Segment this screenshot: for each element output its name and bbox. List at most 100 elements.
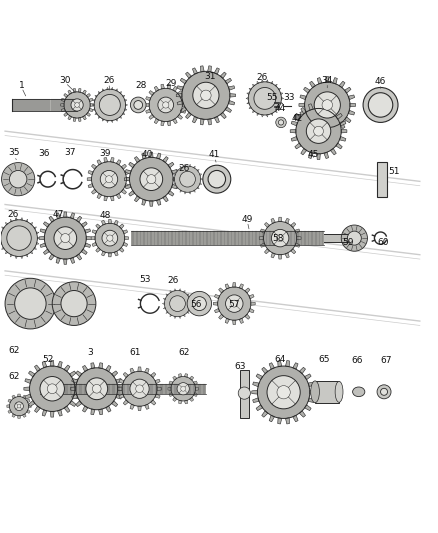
Polygon shape bbox=[173, 376, 177, 381]
Ellipse shape bbox=[272, 229, 289, 247]
Polygon shape bbox=[295, 114, 301, 119]
Polygon shape bbox=[245, 288, 250, 293]
Polygon shape bbox=[173, 174, 176, 175]
Polygon shape bbox=[174, 316, 176, 319]
Polygon shape bbox=[119, 224, 124, 229]
Polygon shape bbox=[72, 394, 78, 399]
Ellipse shape bbox=[231, 300, 238, 307]
Polygon shape bbox=[60, 103, 64, 106]
Ellipse shape bbox=[122, 372, 157, 406]
Polygon shape bbox=[123, 230, 127, 234]
Text: 45: 45 bbox=[307, 150, 319, 159]
Polygon shape bbox=[76, 254, 82, 260]
Polygon shape bbox=[163, 298, 166, 300]
Ellipse shape bbox=[106, 176, 113, 183]
Polygon shape bbox=[262, 411, 268, 417]
Polygon shape bbox=[26, 410, 30, 413]
Text: 63: 63 bbox=[234, 362, 246, 372]
Polygon shape bbox=[295, 229, 300, 233]
Polygon shape bbox=[172, 184, 177, 189]
Polygon shape bbox=[251, 302, 255, 305]
Polygon shape bbox=[228, 100, 235, 105]
Polygon shape bbox=[75, 387, 81, 391]
Ellipse shape bbox=[76, 368, 118, 410]
Polygon shape bbox=[11, 219, 12, 222]
Ellipse shape bbox=[267, 376, 300, 409]
Polygon shape bbox=[86, 112, 91, 116]
Polygon shape bbox=[179, 316, 181, 319]
Polygon shape bbox=[61, 98, 65, 102]
Polygon shape bbox=[91, 409, 95, 415]
Polygon shape bbox=[37, 237, 40, 239]
Polygon shape bbox=[28, 371, 35, 377]
Polygon shape bbox=[125, 184, 131, 189]
Ellipse shape bbox=[264, 222, 297, 255]
Text: 31: 31 bbox=[205, 72, 216, 81]
Text: 44: 44 bbox=[275, 104, 286, 113]
Polygon shape bbox=[129, 191, 135, 196]
Polygon shape bbox=[106, 406, 111, 412]
Polygon shape bbox=[157, 387, 161, 391]
Polygon shape bbox=[308, 152, 313, 158]
Text: 61: 61 bbox=[129, 348, 141, 357]
Polygon shape bbox=[11, 254, 12, 257]
Polygon shape bbox=[239, 318, 244, 324]
Text: 64: 64 bbox=[275, 356, 286, 365]
Polygon shape bbox=[180, 166, 182, 168]
Polygon shape bbox=[168, 191, 174, 196]
Polygon shape bbox=[271, 113, 273, 116]
Polygon shape bbox=[295, 243, 300, 247]
Polygon shape bbox=[104, 157, 108, 163]
Polygon shape bbox=[186, 72, 191, 78]
Polygon shape bbox=[180, 78, 187, 84]
Polygon shape bbox=[0, 232, 2, 234]
Polygon shape bbox=[130, 404, 134, 409]
Polygon shape bbox=[42, 361, 47, 368]
Polygon shape bbox=[125, 100, 127, 101]
Polygon shape bbox=[253, 382, 259, 386]
Polygon shape bbox=[92, 243, 97, 246]
Ellipse shape bbox=[353, 387, 365, 397]
Circle shape bbox=[276, 117, 286, 128]
Polygon shape bbox=[118, 387, 123, 391]
Circle shape bbox=[174, 166, 201, 192]
Polygon shape bbox=[187, 311, 189, 313]
Polygon shape bbox=[261, 115, 263, 117]
Polygon shape bbox=[82, 406, 88, 412]
Polygon shape bbox=[299, 103, 305, 107]
Polygon shape bbox=[169, 392, 173, 397]
Ellipse shape bbox=[10, 397, 28, 416]
Circle shape bbox=[377, 385, 391, 399]
Polygon shape bbox=[146, 109, 151, 113]
Polygon shape bbox=[163, 157, 168, 163]
Text: 41: 41 bbox=[209, 150, 220, 159]
Polygon shape bbox=[317, 126, 322, 132]
Polygon shape bbox=[145, 368, 149, 373]
Polygon shape bbox=[176, 94, 182, 97]
Polygon shape bbox=[119, 394, 124, 398]
Polygon shape bbox=[295, 143, 301, 149]
Polygon shape bbox=[40, 229, 46, 233]
Polygon shape bbox=[179, 289, 181, 291]
Polygon shape bbox=[348, 110, 355, 115]
Polygon shape bbox=[82, 90, 86, 94]
Polygon shape bbox=[304, 87, 310, 93]
Polygon shape bbox=[64, 212, 67, 217]
Text: 47: 47 bbox=[53, 209, 64, 219]
Polygon shape bbox=[91, 237, 95, 240]
Text: 65: 65 bbox=[318, 356, 329, 365]
Text: 26: 26 bbox=[167, 276, 178, 285]
Polygon shape bbox=[225, 78, 232, 84]
Polygon shape bbox=[269, 415, 275, 422]
Polygon shape bbox=[163, 307, 166, 309]
Polygon shape bbox=[116, 193, 121, 199]
Ellipse shape bbox=[130, 379, 149, 398]
Polygon shape bbox=[123, 373, 128, 378]
Polygon shape bbox=[116, 89, 117, 91]
Polygon shape bbox=[125, 169, 131, 174]
Polygon shape bbox=[28, 401, 35, 407]
Polygon shape bbox=[179, 400, 182, 404]
Polygon shape bbox=[163, 196, 168, 202]
Polygon shape bbox=[278, 107, 281, 109]
Polygon shape bbox=[330, 148, 336, 155]
